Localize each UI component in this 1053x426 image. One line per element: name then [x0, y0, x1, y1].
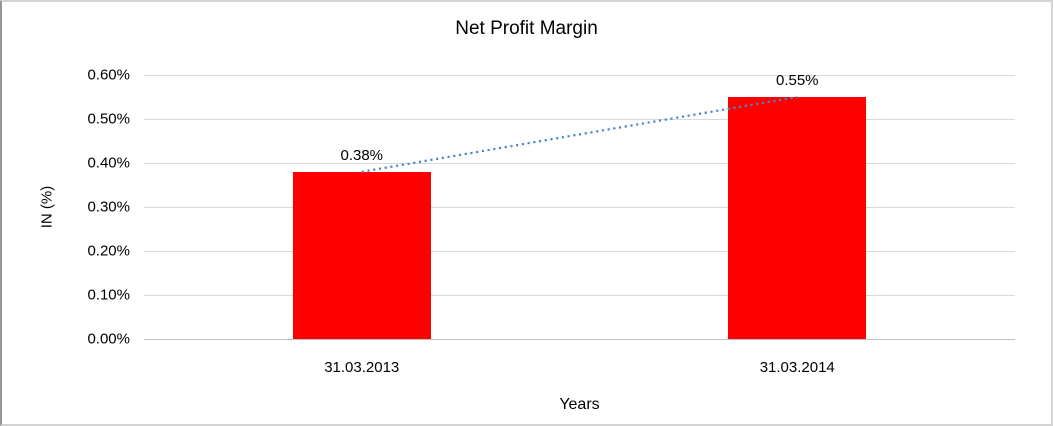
gridline: [144, 74, 1015, 76]
y-tick-label: 0.60%: [87, 66, 130, 84]
y-tick-label: 0.00%: [87, 330, 130, 348]
y-tick-label: 0.30%: [87, 198, 130, 216]
gridline: [144, 118, 1015, 120]
y-tick-label: 0.50%: [87, 110, 130, 128]
data-label: 0.55%: [775, 72, 819, 89]
y-tick-label: 0.40%: [87, 154, 130, 172]
gridline: [144, 338, 1015, 340]
x-axis-title: Years: [559, 396, 600, 413]
x-tick-label: 31.03.2014: [759, 359, 835, 376]
data-label: 0.38%: [340, 146, 384, 164]
chart-title: Net Profit Margin: [455, 18, 598, 39]
x-tick-label: 31.03.2013: [324, 359, 400, 376]
bar-31.03.2013: [292, 171, 431, 339]
y-axis-title: IN (%): [38, 185, 56, 229]
gridline: [144, 162, 1015, 164]
bar-31.03.2014: [728, 97, 867, 339]
y-tick-label: 0.20%: [87, 242, 130, 260]
gridline: [144, 206, 1015, 208]
gridline: [144, 294, 1015, 296]
gridline: [144, 250, 1015, 252]
y-tick-label: 0.10%: [87, 286, 130, 304]
